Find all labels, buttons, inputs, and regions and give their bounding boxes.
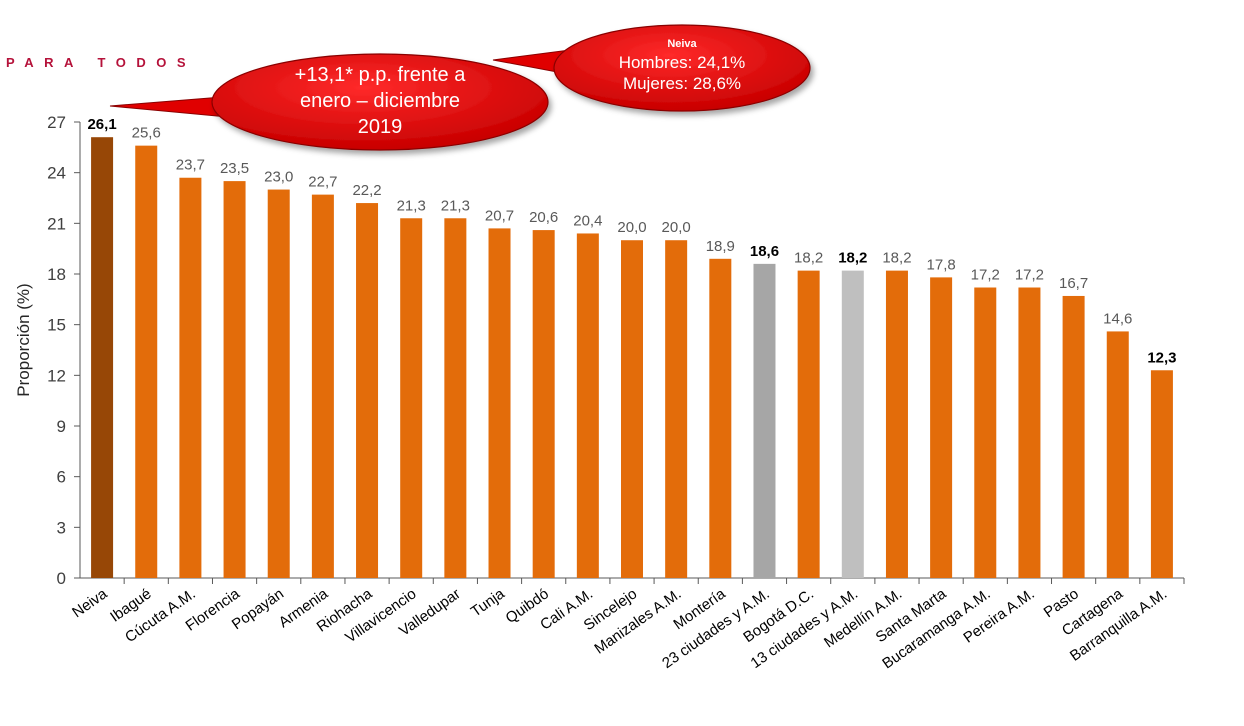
bar [841, 270, 864, 578]
bar [576, 233, 599, 578]
data-label: 12,3 [1147, 349, 1176, 366]
data-label: 20,4 [573, 212, 602, 229]
data-label: 18,2 [838, 250, 867, 267]
bar [797, 270, 820, 578]
y-tick-label: 3 [57, 518, 66, 537]
right-bubble-text: Neiva Hombres: 24,1% Mujeres: 28,6% [552, 36, 812, 94]
bar [621, 240, 643, 578]
right-bubble-title: Neiva [667, 38, 697, 50]
y-tick-label: 18 [47, 265, 66, 284]
bar [709, 258, 732, 578]
bar [488, 228, 511, 578]
bar [400, 218, 423, 578]
left-bubble-text: +13,1* p.p. frente a enero – diciembre 2… [212, 62, 548, 140]
bar [444, 218, 467, 578]
bar [91, 137, 114, 578]
y-tick-label: 9 [57, 417, 66, 436]
bar [532, 230, 555, 579]
bar [1062, 295, 1085, 578]
data-label: 25,6 [132, 125, 161, 142]
category-label: Neiva [69, 585, 111, 621]
y-tick-label: 24 [47, 164, 66, 183]
data-label: 20,6 [529, 209, 558, 226]
bar [1018, 287, 1041, 578]
bar [1150, 370, 1173, 578]
data-label: 23,0 [264, 169, 293, 186]
data-label: 18,2 [882, 250, 911, 267]
bar [311, 194, 334, 578]
bar [135, 145, 158, 578]
data-label: 17,8 [927, 256, 956, 273]
category-label: Tunja [468, 585, 509, 621]
data-label: 23,7 [176, 157, 205, 174]
y-tick-label: 6 [57, 468, 66, 487]
left-bubble [211, 53, 549, 151]
y-axis-label: Proporción (%) [14, 283, 33, 396]
data-label: 18,6 [750, 243, 779, 260]
right-bubble-line: Mujeres: 28,6% [622, 74, 742, 93]
bar [267, 189, 290, 579]
y-tick-label: 15 [47, 316, 66, 335]
right-bubble-line: Hombres: 24,1% [618, 53, 746, 72]
data-label: 18,2 [794, 250, 823, 267]
data-label: 22,7 [308, 174, 337, 191]
y-tick-label: 21 [47, 214, 66, 233]
data-label: 21,3 [441, 197, 470, 214]
bar [974, 287, 997, 578]
data-label: 20,7 [485, 207, 514, 224]
data-label: 23,5 [220, 160, 249, 177]
data-label: 18,9 [706, 238, 735, 255]
data-label: 16,7 [1059, 275, 1088, 292]
data-label: 20,0 [617, 219, 646, 236]
y-tick-label: 12 [47, 366, 66, 385]
left-bubble-line: enero – diciembre [299, 90, 461, 112]
right-bubble [553, 24, 811, 112]
data-label: 17,2 [1015, 267, 1044, 284]
data-label: 22,2 [352, 182, 381, 199]
header-text: PARA TODOS [6, 55, 196, 70]
left-bubble-line: 2019 [357, 116, 403, 138]
bar [223, 181, 246, 578]
bar [356, 203, 379, 579]
data-label: 17,2 [971, 267, 1000, 284]
data-label: 21,3 [397, 197, 426, 214]
data-label: 20,0 [662, 219, 691, 236]
bar [753, 263, 776, 578]
callout-bubbles [109, 24, 811, 151]
bar [885, 270, 908, 578]
bar [930, 277, 953, 578]
bar [665, 240, 688, 578]
data-label: 26,1 [87, 116, 116, 133]
y-tick-label: 27 [47, 113, 66, 132]
data-label: 14,6 [1103, 310, 1132, 327]
y-tick-label: 0 [57, 569, 66, 588]
bar [179, 177, 202, 578]
left-bubble-line: +13,1* p.p. frente a [294, 64, 466, 86]
bar [1106, 331, 1129, 578]
